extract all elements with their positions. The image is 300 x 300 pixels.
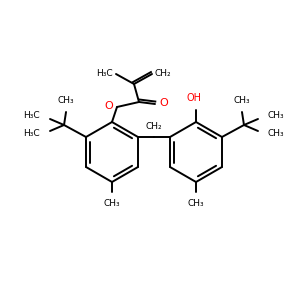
- Text: O: O: [105, 101, 113, 111]
- Text: H₃C: H₃C: [96, 68, 112, 77]
- Text: CH₂: CH₂: [155, 70, 171, 79]
- Text: CH₂: CH₂: [146, 122, 162, 131]
- Text: CH₃: CH₃: [268, 128, 285, 137]
- Text: CH₃: CH₃: [234, 96, 250, 105]
- Text: H₃C: H₃C: [23, 128, 40, 137]
- Text: CH₃: CH₃: [188, 199, 204, 208]
- Text: CH₃: CH₃: [104, 199, 120, 208]
- Text: CH₃: CH₃: [268, 112, 285, 121]
- Text: OH: OH: [187, 93, 202, 103]
- Text: O: O: [160, 98, 168, 108]
- Text: H₃C: H₃C: [23, 112, 40, 121]
- Text: CH₃: CH₃: [58, 96, 74, 105]
